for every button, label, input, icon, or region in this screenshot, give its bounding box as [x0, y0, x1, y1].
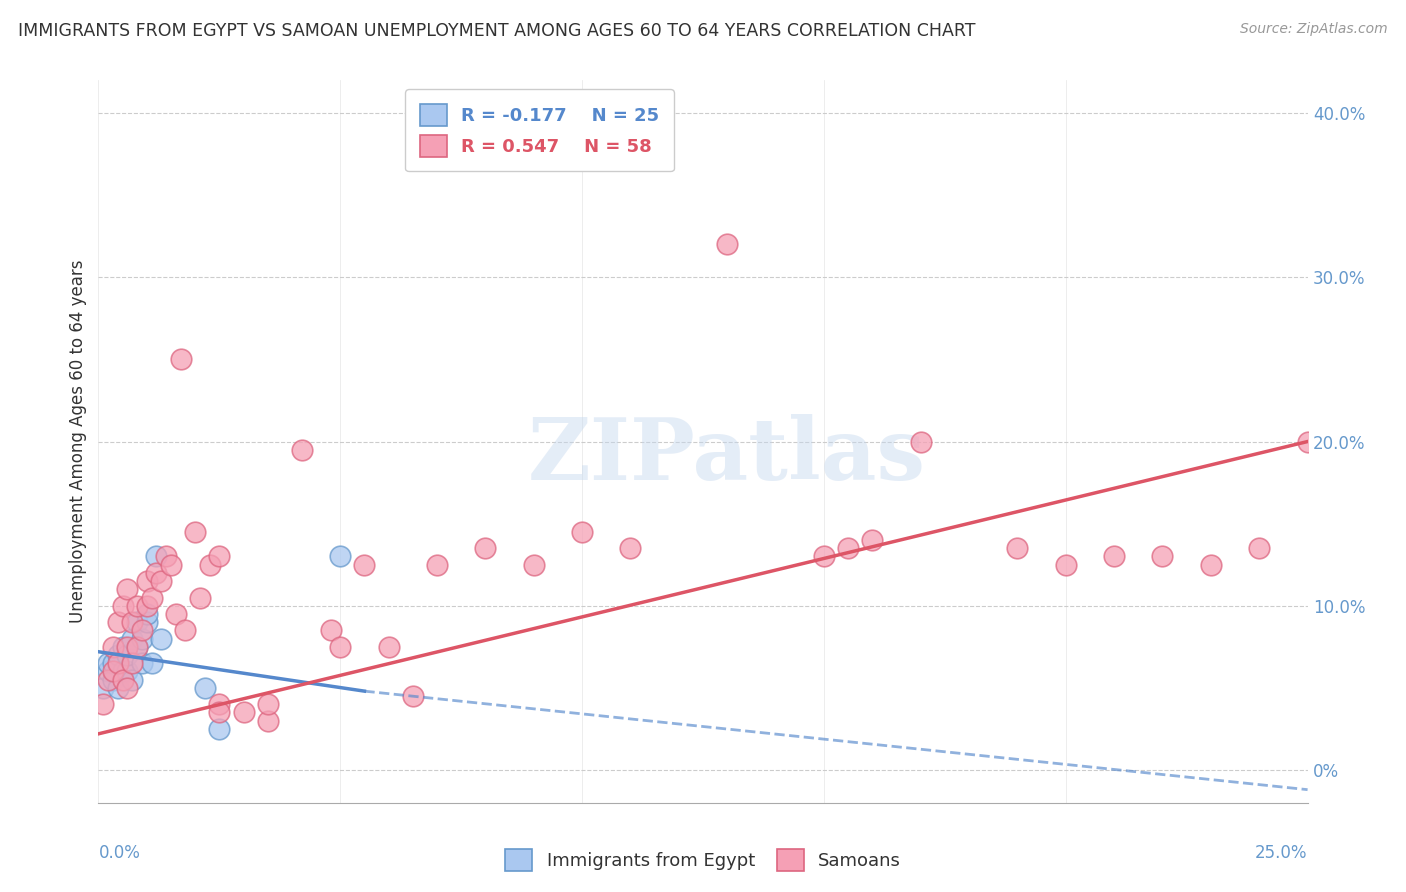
Point: [184, 524, 207, 539]
Point: [290, 442, 312, 457]
Point: [208, 706, 231, 720]
Point: [155, 549, 177, 564]
Point: [91, 681, 114, 695]
Point: [131, 624, 153, 638]
Text: IMMIGRANTS FROM EGYPT VS SAMOAN UNEMPLOYMENT AMONG AGES 60 TO 64 YEARS CORRELATI: IMMIGRANTS FROM EGYPT VS SAMOAN UNEMPLOY…: [18, 22, 976, 40]
Point: [127, 640, 149, 654]
Point: [169, 352, 191, 367]
Point: [319, 624, 342, 638]
Point: [107, 615, 129, 630]
Point: [121, 673, 143, 687]
Point: [571, 524, 593, 539]
Point: [208, 549, 231, 564]
Point: [121, 615, 143, 630]
Point: [837, 541, 859, 556]
Point: [135, 574, 157, 588]
Point: [1296, 434, 1319, 449]
Point: [1152, 549, 1174, 564]
Point: [97, 657, 120, 671]
Point: [145, 566, 167, 580]
Point: [256, 698, 278, 712]
Point: [716, 237, 738, 252]
Point: [208, 698, 231, 712]
Point: [111, 599, 134, 613]
Point: [1102, 549, 1125, 564]
Point: [1054, 558, 1077, 572]
Point: [1199, 558, 1222, 572]
Point: [111, 673, 134, 687]
Point: [101, 665, 124, 679]
Point: [141, 657, 163, 671]
Point: [101, 673, 124, 687]
Legend: Immigrants from Egypt, Samoans: Immigrants from Egypt, Samoans: [498, 842, 908, 879]
Point: [141, 591, 163, 605]
Point: [111, 640, 134, 654]
Point: [232, 706, 254, 720]
Text: ZIPatlas: ZIPatlas: [529, 414, 927, 498]
Point: [165, 607, 187, 621]
Point: [377, 640, 399, 654]
Point: [91, 698, 114, 712]
Point: [97, 665, 120, 679]
Point: [131, 632, 153, 646]
Text: Source: ZipAtlas.com: Source: ZipAtlas.com: [1240, 22, 1388, 37]
Point: [474, 541, 496, 556]
Point: [121, 632, 143, 646]
Point: [117, 681, 139, 695]
Point: [117, 665, 139, 679]
Point: [194, 681, 217, 695]
Point: [860, 533, 883, 547]
Text: 0.0%: 0.0%: [98, 844, 141, 862]
Point: [160, 558, 183, 572]
Point: [135, 615, 157, 630]
Point: [910, 434, 932, 449]
Point: [329, 640, 352, 654]
Point: [174, 624, 197, 638]
Point: [1249, 541, 1271, 556]
Point: [353, 558, 375, 572]
Point: [402, 689, 425, 703]
Text: 25.0%: 25.0%: [1256, 844, 1308, 862]
Point: [97, 673, 120, 687]
Point: [1007, 541, 1029, 556]
Point: [135, 607, 157, 621]
Point: [188, 591, 211, 605]
Point: [426, 558, 449, 572]
Point: [107, 657, 129, 671]
Point: [150, 574, 173, 588]
Point: [117, 640, 139, 654]
Point: [619, 541, 641, 556]
Point: [117, 648, 139, 662]
Point: [813, 549, 835, 564]
Point: [208, 722, 231, 736]
Point: [117, 582, 139, 597]
Point: [107, 681, 129, 695]
Point: [131, 657, 153, 671]
Point: [101, 640, 124, 654]
Point: [101, 657, 124, 671]
Point: [127, 640, 149, 654]
Y-axis label: Unemployment Among Ages 60 to 64 years: Unemployment Among Ages 60 to 64 years: [69, 260, 87, 624]
Point: [127, 599, 149, 613]
Point: [329, 549, 352, 564]
Legend: R = -0.177    N = 25, R = 0.547    N = 58: R = -0.177 N = 25, R = 0.547 N = 58: [405, 89, 673, 171]
Point: [523, 558, 546, 572]
Point: [111, 665, 134, 679]
Point: [256, 714, 278, 728]
Point: [135, 599, 157, 613]
Point: [127, 615, 149, 630]
Point: [198, 558, 221, 572]
Point: [150, 632, 173, 646]
Point: [145, 549, 167, 564]
Point: [121, 657, 143, 671]
Point: [107, 648, 129, 662]
